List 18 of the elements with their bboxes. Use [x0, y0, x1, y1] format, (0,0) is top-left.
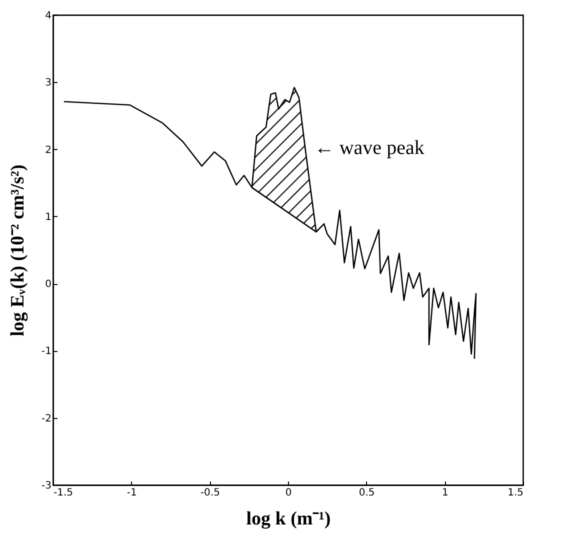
y-tick-label: -3 — [42, 480, 52, 492]
y-tick-label: -2 — [42, 413, 52, 424]
x-tick-label: -1 — [126, 488, 137, 498]
x-tick-label: -1.5 — [54, 488, 74, 498]
y-tick-label: -1 — [42, 346, 52, 358]
y-axis-title: log Eᵥ(k) (10⁻² cm³/s²) — [8, 164, 29, 336]
y-tick-label: 2 — [45, 144, 52, 156]
annotation: ← wave peak — [314, 136, 424, 159]
x-tick-label: 0 — [285, 488, 292, 498]
y-tick-label: 1 — [45, 212, 52, 223]
x-tick-label: 1 — [442, 488, 448, 498]
y-tick-label: 3 — [45, 78, 52, 89]
x-tick-label: 1.5 — [508, 488, 524, 498]
y-tick-label: 0 — [45, 279, 52, 290]
y-tick-label: 4 — [45, 10, 52, 22]
x-tick-label: -0.5 — [200, 488, 220, 498]
x-tick-label: 0.5 — [358, 488, 375, 498]
x-axis-title: log k (m⁻¹) — [246, 508, 331, 530]
